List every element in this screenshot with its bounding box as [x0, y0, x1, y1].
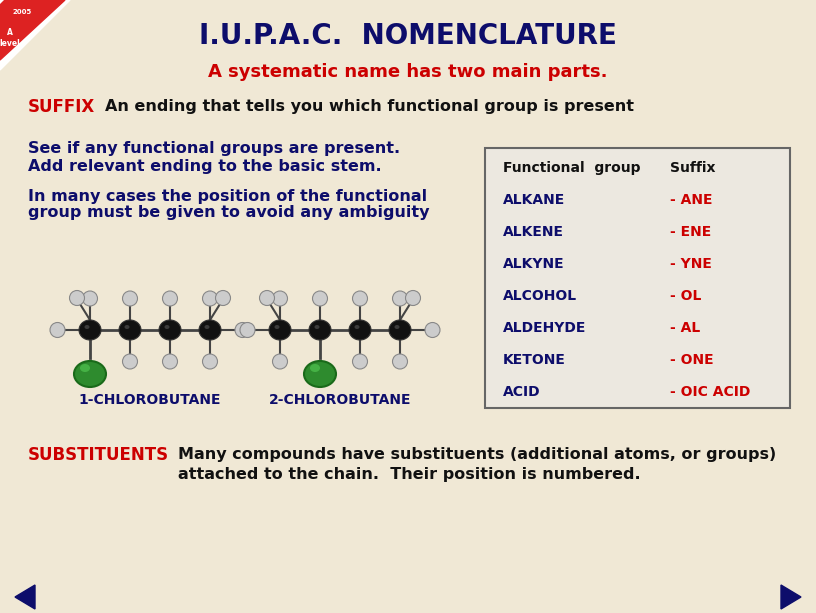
Text: I.U.P.A.C.  NOMENCLATURE: I.U.P.A.C. NOMENCLATURE [199, 22, 617, 50]
Ellipse shape [310, 364, 320, 372]
FancyBboxPatch shape [485, 148, 790, 408]
Circle shape [353, 291, 367, 306]
Ellipse shape [74, 361, 106, 387]
Ellipse shape [205, 325, 210, 329]
Polygon shape [0, 0, 65, 60]
Polygon shape [0, 0, 70, 70]
Text: A systematic name has two main parts.: A systematic name has two main parts. [208, 63, 608, 81]
Ellipse shape [394, 325, 400, 329]
Polygon shape [15, 585, 35, 609]
Ellipse shape [304, 361, 336, 387]
Circle shape [313, 291, 327, 306]
Ellipse shape [354, 325, 360, 329]
Text: Many compounds have substituents (additional atoms, or groups): Many compounds have substituents (additi… [178, 447, 776, 462]
Circle shape [353, 354, 367, 369]
Ellipse shape [80, 364, 90, 372]
Ellipse shape [314, 325, 320, 329]
Ellipse shape [199, 320, 221, 340]
Text: Functional  group: Functional group [503, 161, 641, 175]
Circle shape [50, 322, 65, 338]
Circle shape [259, 291, 274, 305]
Ellipse shape [349, 320, 371, 340]
Ellipse shape [309, 320, 331, 340]
Ellipse shape [274, 325, 280, 329]
Text: ALKANE: ALKANE [503, 193, 565, 207]
Circle shape [392, 291, 407, 306]
Polygon shape [781, 585, 801, 609]
Circle shape [69, 291, 85, 305]
Text: - OIC ACID: - OIC ACID [670, 385, 751, 399]
Text: KETONE: KETONE [503, 353, 565, 367]
Circle shape [273, 291, 287, 306]
Text: attached to the chain.  Their position is numbered.: attached to the chain. Their position is… [178, 466, 641, 481]
Text: 2-CHLOROBUTANE: 2-CHLOROBUTANE [268, 393, 411, 407]
Text: SUFFIX: SUFFIX [28, 98, 95, 116]
Text: ALKENE: ALKENE [503, 225, 564, 239]
Text: group must be given to avoid any ambiguity: group must be given to avoid any ambigui… [28, 205, 429, 221]
Text: - ANE: - ANE [670, 193, 712, 207]
Ellipse shape [79, 320, 101, 340]
Circle shape [406, 291, 420, 305]
Text: An ending that tells you which functional group is present: An ending that tells you which functiona… [105, 99, 634, 115]
Ellipse shape [125, 325, 130, 329]
Text: ALCOHOL: ALCOHOL [503, 289, 577, 303]
Text: A
level: A level [0, 28, 20, 48]
Text: ALDEHYDE: ALDEHYDE [503, 321, 587, 335]
Text: See if any functional groups are present.: See if any functional groups are present… [28, 140, 400, 156]
Ellipse shape [165, 325, 170, 329]
Text: Suffix: Suffix [670, 161, 716, 175]
Circle shape [162, 354, 178, 369]
Text: 1-CHLOROBUTANE: 1-CHLOROBUTANE [79, 393, 221, 407]
Ellipse shape [85, 325, 90, 329]
Text: ALKYNE: ALKYNE [503, 257, 565, 271]
Circle shape [215, 291, 230, 305]
Ellipse shape [389, 320, 411, 340]
Text: - OL: - OL [670, 289, 702, 303]
Circle shape [392, 354, 407, 369]
Text: 2005: 2005 [12, 9, 32, 15]
Text: - ONE: - ONE [670, 353, 714, 367]
Text: - ENE: - ENE [670, 225, 712, 239]
Text: SUBSTITUENTS: SUBSTITUENTS [28, 446, 169, 464]
Circle shape [122, 354, 138, 369]
Text: ACID: ACID [503, 385, 541, 399]
Text: - YNE: - YNE [670, 257, 712, 271]
Ellipse shape [159, 320, 181, 340]
Ellipse shape [269, 320, 291, 340]
Circle shape [273, 354, 287, 369]
Circle shape [202, 354, 218, 369]
Circle shape [235, 322, 250, 338]
Circle shape [82, 291, 97, 306]
Circle shape [162, 291, 178, 306]
Text: - AL: - AL [670, 321, 700, 335]
Text: In many cases the position of the functional: In many cases the position of the functi… [28, 189, 427, 204]
Ellipse shape [119, 320, 141, 340]
Circle shape [240, 322, 255, 338]
Circle shape [122, 291, 138, 306]
Text: Add relevant ending to the basic stem.: Add relevant ending to the basic stem. [28, 159, 382, 175]
Circle shape [202, 291, 218, 306]
Circle shape [425, 322, 440, 338]
